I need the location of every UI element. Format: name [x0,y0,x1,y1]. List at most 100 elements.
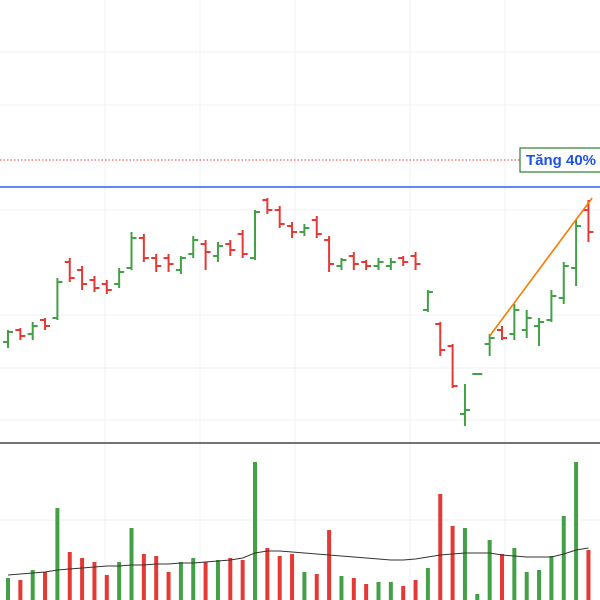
volume-bar [524,572,529,600]
ohlc-bar [52,278,63,320]
volume-bar [277,556,282,600]
volume-bar [487,540,492,600]
volume-bar [364,584,369,600]
ohlc-bar [163,254,174,272]
ohlc-bar [64,258,75,282]
volume-bar [265,548,270,600]
annotation-text: Tăng 40% [526,152,596,169]
ohlc-bar [175,256,186,274]
ohlc-bar [521,310,532,338]
ohlc-bar [509,304,520,340]
volume-bar [141,554,146,600]
ohlc-bar [188,236,199,258]
volume-bar [240,560,245,600]
volume-bar [586,550,591,600]
volume-bar [549,556,554,600]
volume-bar [92,562,97,600]
ohlc-bar [385,258,396,270]
volume-bar [228,558,233,600]
ohlc-bar [534,318,545,346]
volume-bar [475,594,480,600]
ohlc-bar [410,252,421,270]
volume-bar [388,582,393,600]
volume-ma-line [7,547,589,576]
volume-bar [462,528,467,600]
ohlc-bar [583,200,594,242]
volume-bar [55,508,60,600]
volume-bar [290,554,295,600]
ohlc-bar [274,206,285,228]
volume-bar [574,462,579,600]
trend-line [489,197,593,337]
volume-bar [438,494,443,600]
volume-bar [166,572,171,600]
volume-bar [339,576,344,600]
ohlc-bar [558,262,569,304]
ohlc-bar [299,224,310,236]
volume-bar [512,548,517,600]
volume-bar [178,562,183,600]
volume-bar [327,530,332,600]
ohlc-bar [497,326,507,340]
ohlc-bar [77,266,88,290]
ohlc-bar [237,230,248,258]
ohlc-bar [101,280,112,294]
volume-bar [43,572,48,600]
volume-bar [314,574,319,600]
ohlc-bar [435,322,446,356]
volume-bar [30,570,35,600]
ohlc-bar [250,210,260,260]
ohlc-bar [571,220,582,286]
volume-bar [67,552,72,600]
volume-bar [117,562,122,600]
ohlc-bar [546,290,557,322]
ohlc-bar [398,256,409,266]
annotation-box [519,147,600,173]
ohlc-bar [422,290,433,312]
ohlc-bar [287,222,298,238]
ohlc-bar [3,330,13,348]
volume-bar [500,554,504,600]
volume-bar [302,572,307,600]
volume-bar [425,568,430,600]
ohlc-bar [484,334,495,356]
volume-bar [215,560,220,600]
ohlc-bar [126,232,137,270]
volume-bar [401,586,406,600]
volume-bar [351,578,356,600]
volume-bar [80,558,85,600]
volume-bar [129,528,134,600]
ohlc-bar [459,384,470,426]
volume-bar [413,580,418,600]
ohlc-bar [311,216,322,238]
volume-bar [376,582,381,600]
ohlc-bar [262,198,273,214]
ohlc-bar [324,236,335,272]
ohlc-bar [212,242,223,262]
ohlc-bar [114,268,125,288]
volume-bar [18,580,23,600]
ohlc-bar [89,276,100,292]
volume-bar [203,562,208,600]
ohlc-bar [200,240,211,270]
volume-bar [154,556,159,600]
volume-bar [6,578,10,600]
ohlc-bar [373,258,384,270]
ohlc-bar [472,373,483,375]
volume-bar [253,462,257,600]
ohlc-bar [151,254,162,272]
volume-bar [104,575,109,600]
volume-bar [537,570,542,600]
volume-bar [191,558,196,600]
ohlc-bar [15,328,26,340]
ohlc-bar [361,260,372,270]
volume-bar [450,526,455,600]
volume-bar [561,516,566,600]
ohlc-bar [348,252,359,270]
ohlc-bar [40,318,51,330]
ohlc-bar [447,344,458,388]
ohlc-bar [225,240,236,256]
ohlc-bar [336,258,347,270]
